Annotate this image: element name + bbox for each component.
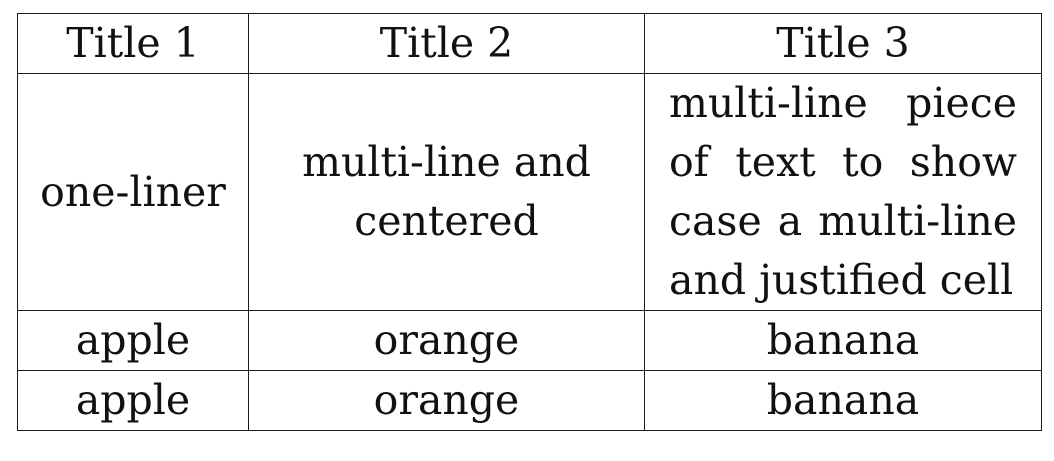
header-row: Title 1 Title 2 Title 3 — [17, 13, 1042, 74]
table-cell: apple — [17, 370, 249, 431]
one-liner-cell: one-liner — [17, 73, 249, 311]
cell-line: of text to show — [669, 138, 1017, 186]
cell-line: and justified cell — [669, 256, 1014, 304]
table-cell: banana — [644, 370, 1042, 431]
cell-line: case a multi-line — [669, 197, 1017, 245]
centered-multiline-cell: multi-line and centered — [248, 73, 645, 311]
table-row: one-liner multi-line and centered multi-… — [17, 73, 1042, 311]
table-cell: orange — [248, 310, 645, 371]
header-cell-title-1: Title 1 — [17, 13, 249, 74]
justified-multiline-cell: multi-line piece of text to show case a … — [644, 73, 1042, 311]
header-cell-title-2: Title 2 — [248, 13, 645, 74]
table-row: apple orange banana — [17, 370, 1042, 431]
table-cell: orange — [248, 370, 645, 431]
table-cell: banana — [644, 310, 1042, 371]
cell-line: centered — [354, 197, 539, 245]
data-table: Title 1 Title 2 Title 3 one-liner multi-… — [17, 13, 1042, 431]
table-row: apple orange banana — [17, 310, 1042, 371]
table-cell: apple — [17, 310, 249, 371]
cell-line: multi-line piece — [669, 79, 1017, 127]
cell-line: multi-line and — [302, 138, 591, 186]
header-cell-title-3: Title 3 — [644, 13, 1042, 74]
